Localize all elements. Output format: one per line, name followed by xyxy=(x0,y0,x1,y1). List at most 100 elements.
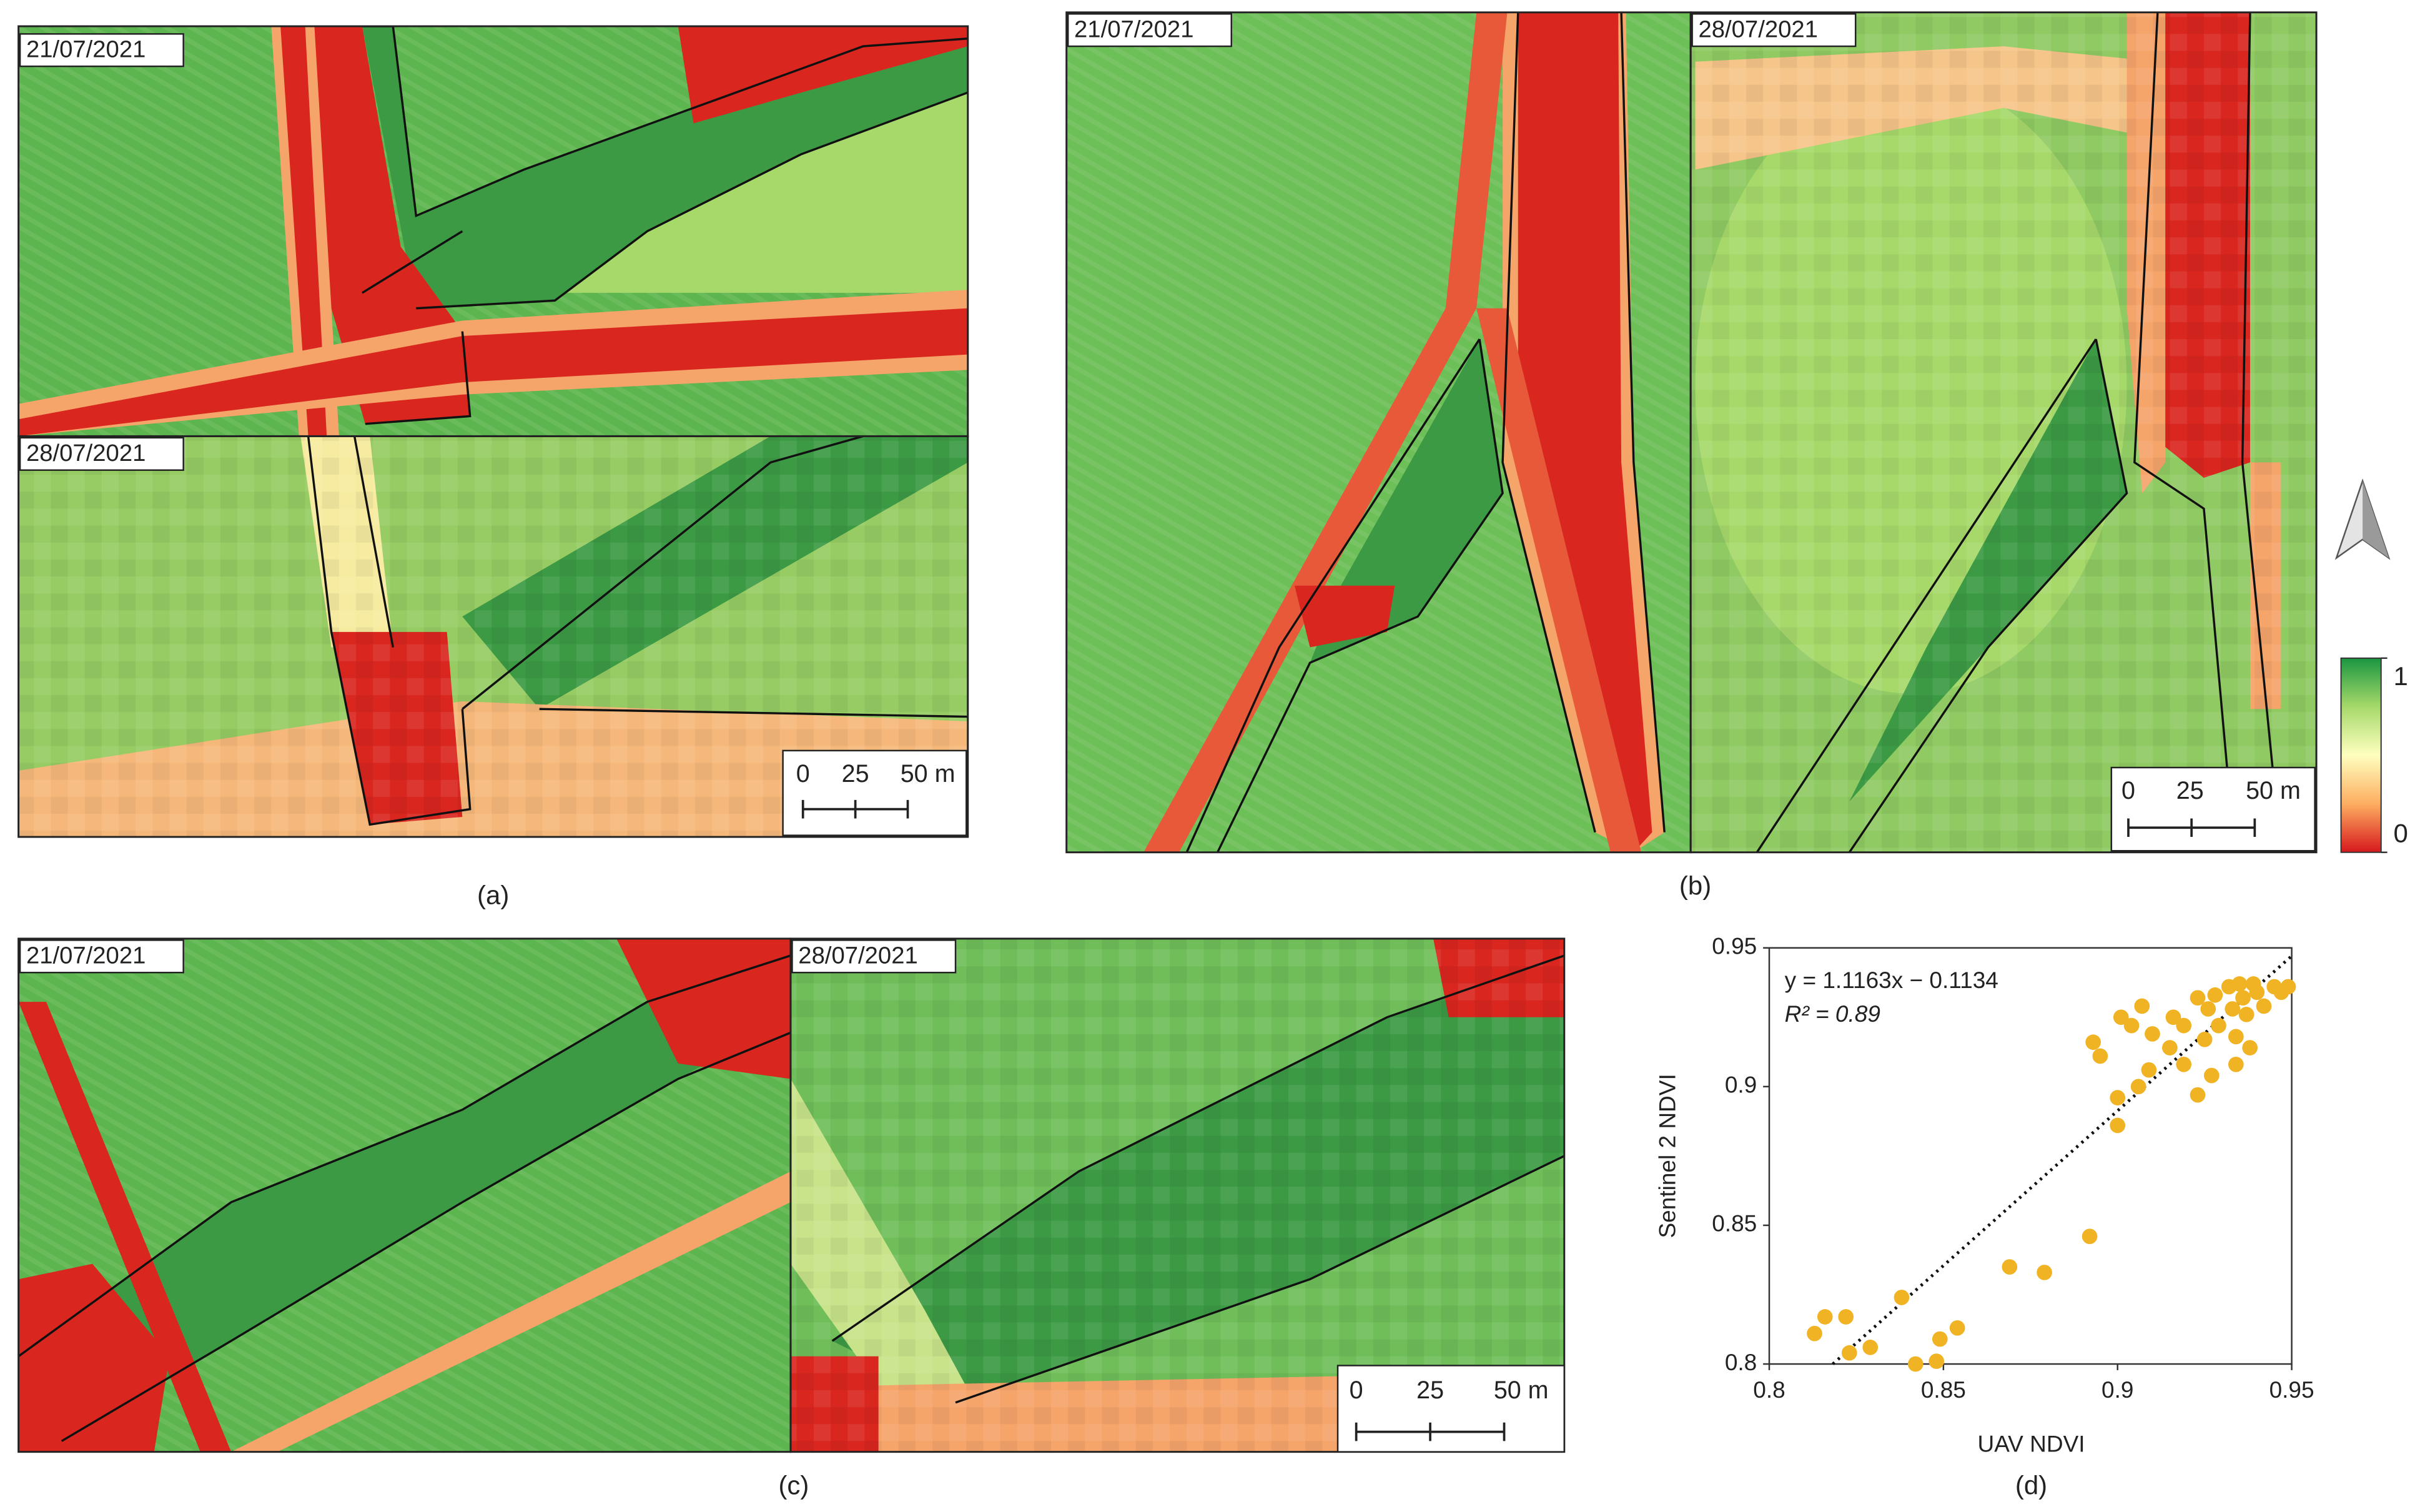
map-a-s2 xyxy=(18,436,968,838)
map-shape xyxy=(801,799,909,819)
map-c-s2 xyxy=(790,938,1564,1452)
point xyxy=(2256,998,2272,1014)
scale-bar: 0 25 50 m xyxy=(782,749,967,836)
map-shape xyxy=(1476,308,1642,852)
map-shape xyxy=(18,1263,170,1452)
caption: (c) xyxy=(778,1471,809,1500)
map-shape xyxy=(1143,12,1508,852)
map-shape xyxy=(19,33,184,67)
colorbar-label: 0 xyxy=(2393,819,2408,848)
map-shape xyxy=(231,1171,791,1452)
point xyxy=(2085,1034,2101,1050)
map-shape xyxy=(1355,1422,1506,1441)
date-label: 21/07/2021 xyxy=(26,36,146,63)
caption: (b) xyxy=(1679,871,1711,901)
scale-label: 25 xyxy=(842,760,869,788)
point xyxy=(1838,1309,1854,1325)
equation: y = 1.1163x − 0.1134 xyxy=(1785,967,1998,993)
map-shape xyxy=(678,26,968,124)
x-tick-label: 0.85 xyxy=(1921,1376,1966,1403)
point xyxy=(1932,1331,1948,1347)
map-shape xyxy=(1518,12,1652,852)
point xyxy=(2141,1062,2157,1078)
x-tick-label: 0.9 xyxy=(2101,1376,2133,1403)
x-tick-label: 0.8 xyxy=(1753,1376,1785,1403)
y-axis-title: Sentinel 2 NDVI xyxy=(1654,1074,1680,1238)
map-shape xyxy=(307,436,968,826)
map-shape xyxy=(2363,481,2389,558)
date-label: 21/07/2021 xyxy=(1074,16,1193,43)
map-shape xyxy=(2340,657,2382,853)
point xyxy=(2130,1079,2146,1095)
colorbar: 01 xyxy=(2340,657,2408,853)
date-label: 28/07/2021 xyxy=(798,942,917,969)
point xyxy=(1817,1309,1833,1325)
point xyxy=(1894,1290,1910,1305)
point xyxy=(2203,1067,2220,1084)
caption: (d) xyxy=(2015,1471,2047,1500)
point xyxy=(2092,1048,2108,1064)
scatter-chart: y = 1.1163x − 0.1134 R² = 0.89 UAV NDVI … xyxy=(1654,933,2314,1457)
point xyxy=(2110,1090,2126,1105)
point xyxy=(2082,1228,2098,1245)
point xyxy=(2228,1029,2244,1045)
map-c-uav xyxy=(18,938,791,1452)
point xyxy=(1841,1345,1857,1361)
scale-label: 50 m xyxy=(2246,777,2301,804)
point xyxy=(2190,990,2206,1006)
point xyxy=(2190,1087,2206,1103)
north-arrow xyxy=(2334,478,2391,560)
map-shape xyxy=(18,1002,232,1452)
point xyxy=(1907,1356,1924,1372)
point xyxy=(2249,984,2265,1001)
date-label: 28/07/2021 xyxy=(1698,16,1817,43)
map-shape xyxy=(17,435,969,838)
point xyxy=(2145,1026,2160,1042)
point xyxy=(1949,1320,1965,1336)
map-shape xyxy=(539,92,968,293)
scale-bar: 0 25 50 m xyxy=(1336,1365,1566,1453)
date-label: 28/07/2021 xyxy=(26,440,146,467)
point xyxy=(1929,1353,1945,1369)
scale-label: 50 m xyxy=(1494,1376,1549,1404)
point xyxy=(1862,1340,1879,1355)
map-frames xyxy=(17,11,2318,1453)
scale-bar: 0 25 50 m xyxy=(2110,766,2316,852)
point xyxy=(2110,1117,2126,1134)
map-shape xyxy=(1294,585,1395,648)
point xyxy=(1807,1325,1822,1342)
scale-label: 0 xyxy=(1350,1376,1363,1404)
date-labels: 21/07/2021 28/07/2021 21/07/2021 28/07/2… xyxy=(19,13,1857,974)
x-axis-title: UAV NDVI xyxy=(1978,1431,2085,1457)
map-shape xyxy=(19,437,184,471)
caption: (a) xyxy=(477,880,509,909)
point xyxy=(2113,1009,2129,1025)
map-shape xyxy=(312,26,470,424)
map-b-uav xyxy=(1066,12,1691,852)
colorbar-label: 1 xyxy=(2393,661,2408,691)
trend-line xyxy=(1832,954,2293,1365)
map-shape xyxy=(362,26,968,309)
map-shape xyxy=(1691,13,1857,47)
scale-label: 50 m xyxy=(901,760,956,788)
map-shape xyxy=(2127,818,2256,838)
point xyxy=(2225,1001,2241,1017)
point xyxy=(2123,1017,2140,1034)
point xyxy=(2002,1259,2018,1275)
map-shape xyxy=(19,939,184,974)
map-shape xyxy=(782,749,967,836)
point xyxy=(2228,1056,2244,1072)
map-shape xyxy=(1185,12,1666,852)
point xyxy=(2162,1040,2178,1055)
map-shape xyxy=(791,939,957,974)
map-shape xyxy=(1691,12,2317,852)
map-shape xyxy=(1067,13,1232,47)
x-tick-label: 0.95 xyxy=(2269,1376,2314,1403)
map-shape xyxy=(362,26,968,425)
y-tick-label: 0.8 xyxy=(1725,1349,1757,1375)
point xyxy=(2176,1056,2192,1072)
map-shape xyxy=(789,937,1566,1453)
point xyxy=(2176,1017,2192,1034)
y-tick-label: 0.9 xyxy=(1725,1072,1757,1098)
